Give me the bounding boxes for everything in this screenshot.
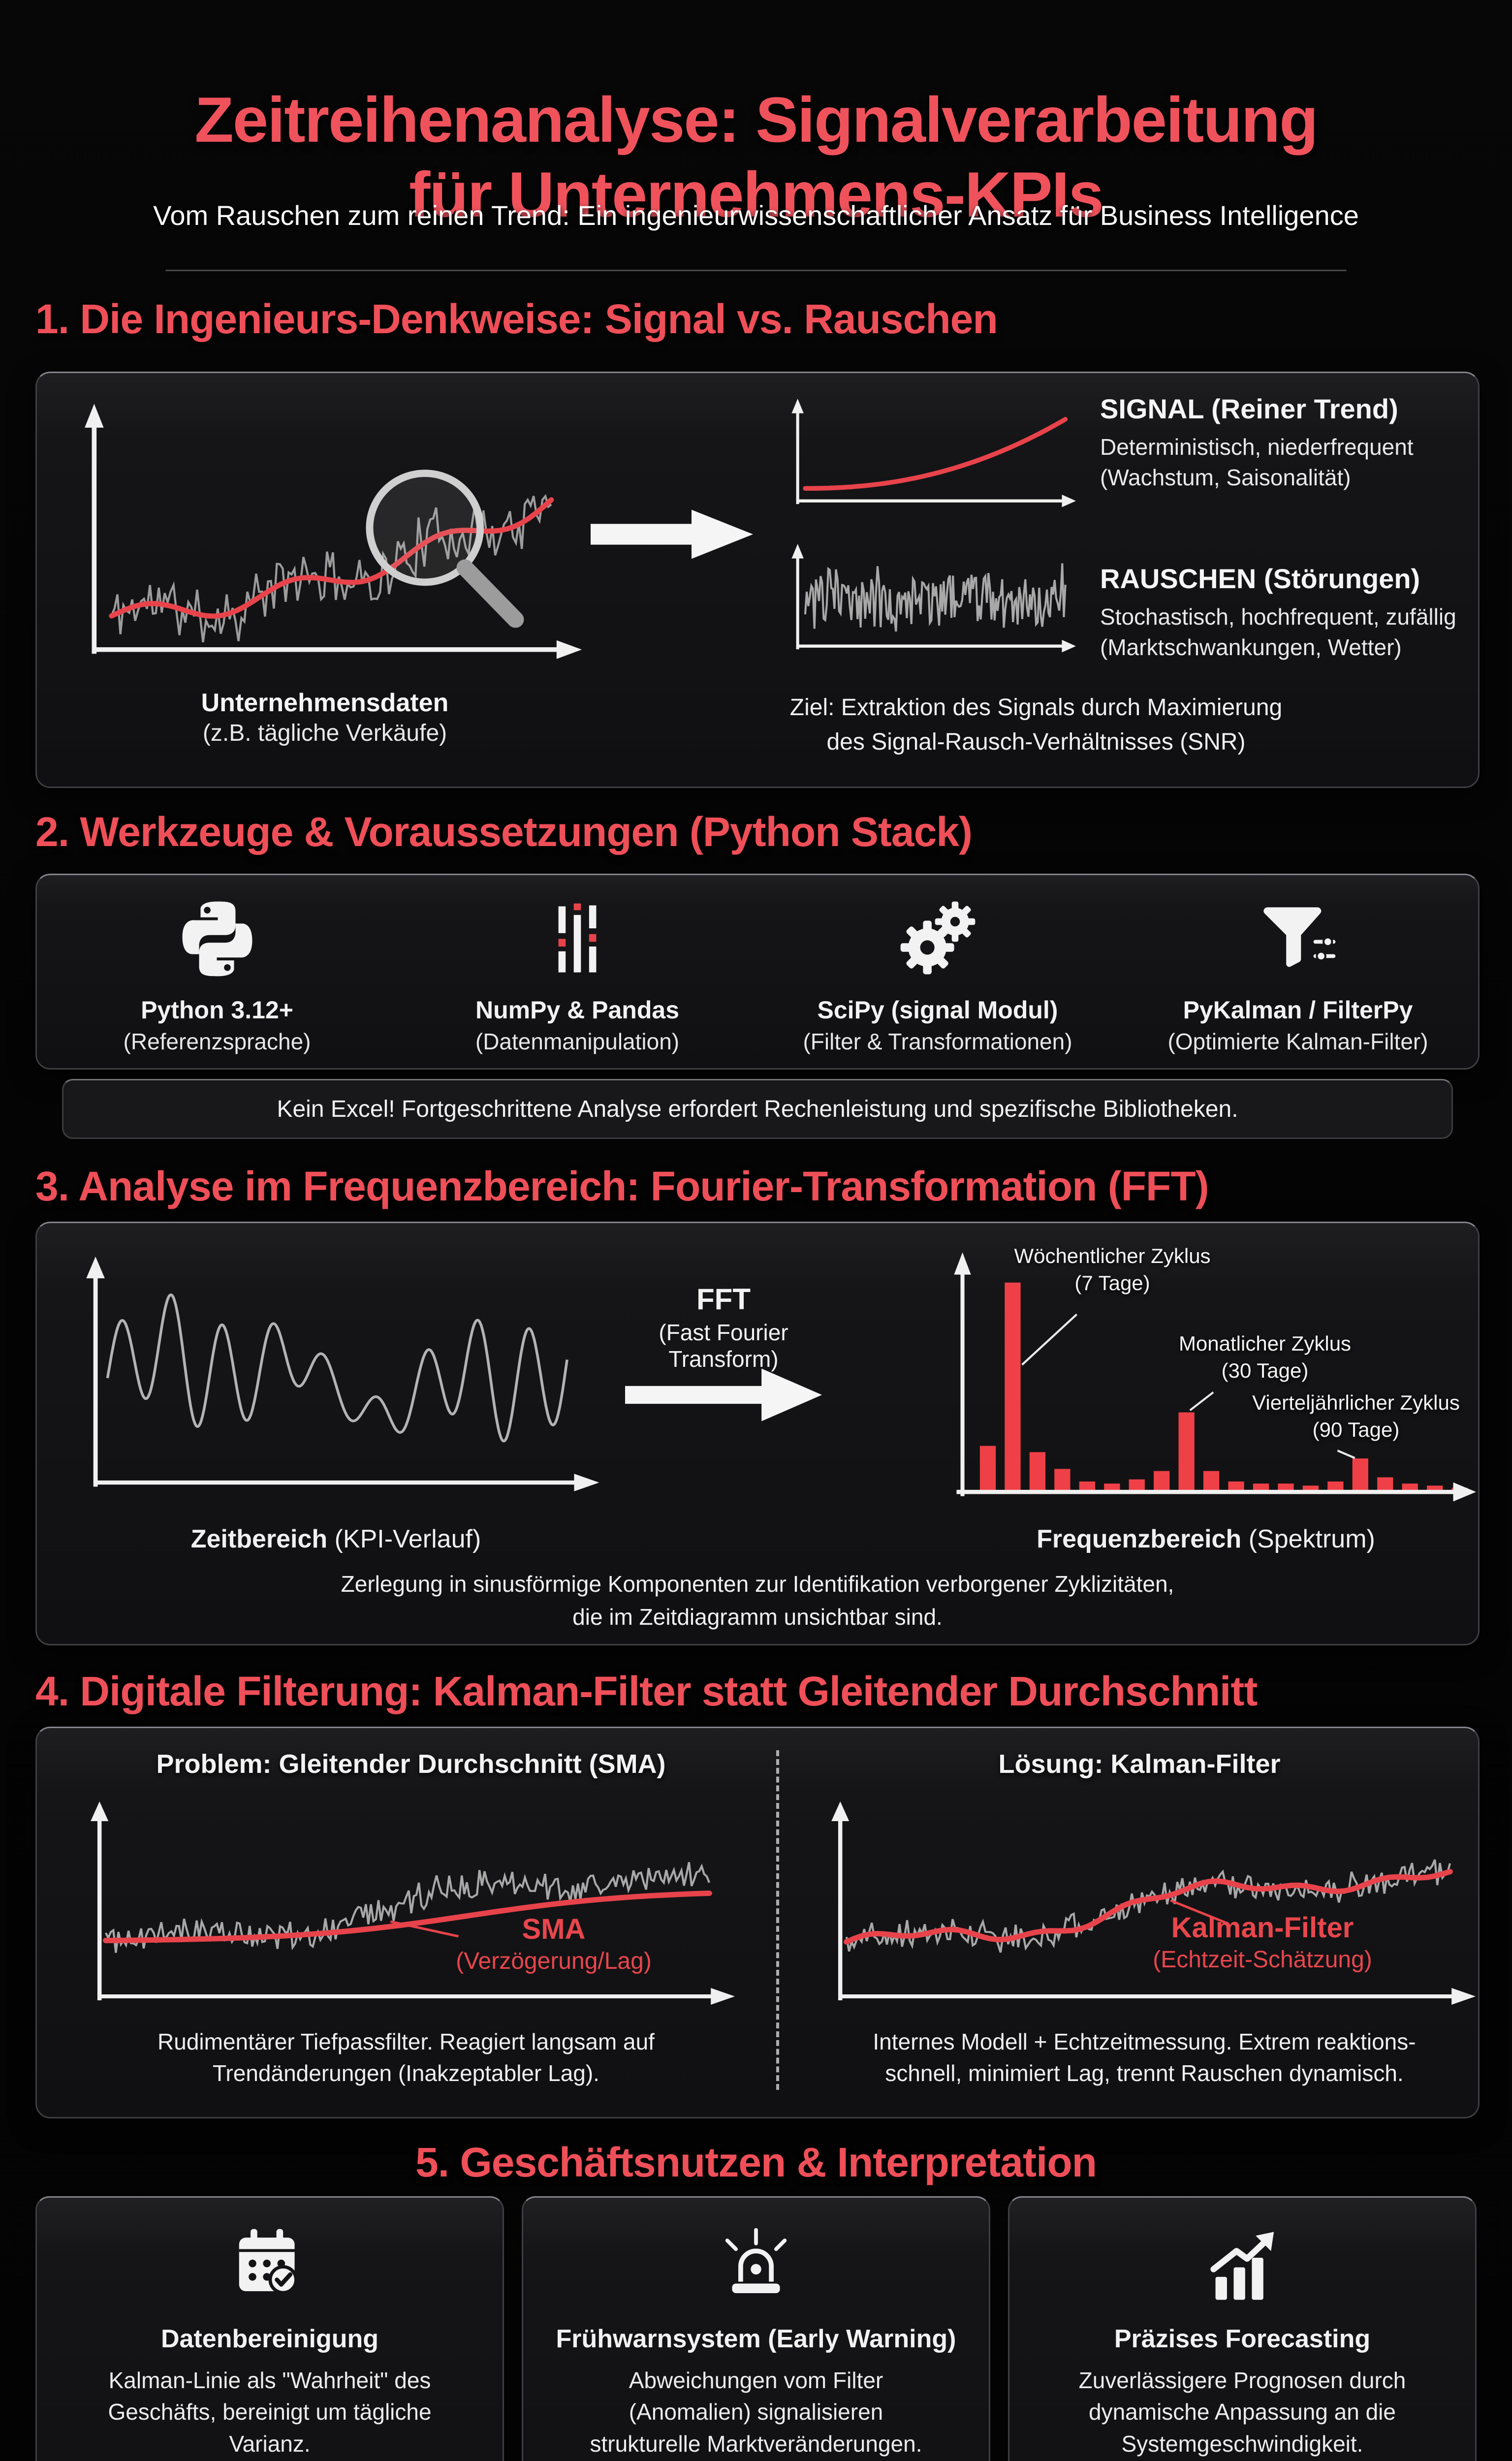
pandas-icon: [535, 896, 621, 982]
fft-description: Zerlegung in sinusförmige Komponenten zu…: [341, 1571, 1174, 1630]
card-fruehwarnsystem: Frühwarnsystem (Early Warning) Abweichun…: [522, 2196, 990, 2461]
fft-arrow-icon: [625, 1366, 822, 1424]
signal-label-block: SIGNAL (Reiner Trend) Deterministisch, n…: [1100, 393, 1474, 493]
quarterly-cycle-annotation: Vierteljährlicher Zyklus (90 Tage): [1252, 1391, 1460, 1441]
fft-label-block: FFT (Fast Fourier Transform): [659, 1283, 788, 1372]
sma-label: SMA (Verzögerung/Lag): [456, 1913, 652, 1974]
monthly-cycle-annotation: Monatlicher Zyklus (30 Tage): [1178, 1332, 1352, 1382]
section1-panel: Unternehmensdaten (z.B. tägliche Verkäuf…: [35, 372, 1480, 788]
right-arrow-icon: [591, 506, 753, 563]
panel-divider: [776, 1750, 779, 2090]
raw-chart-caption: Unternehmensdaten (z.B. tägliche Verkäuf…: [62, 688, 588, 750]
section2-panel: Python 3.12+ (Referenzsprache): [35, 874, 1480, 1070]
header-divider: [165, 270, 1347, 271]
no-excel-note: Kein Excel! Fortgeschrittene Analyse erf…: [62, 1079, 1453, 1139]
raw-chart-caption-bold: Unternehmensdaten: [201, 689, 449, 717]
signal-title: SIGNAL (Reiner Trend): [1100, 393, 1398, 424]
chart-up-icon: [1198, 2223, 1287, 2309]
sma-caption: Rudimentärer Tiefpassfilter. Reagiert la…: [158, 2029, 655, 2086]
noise-title: RAUSCHEN (Störungen): [1100, 563, 1420, 594]
time-axis-caption: Zeitbereich (KPI-Verlauf): [190, 1525, 481, 1553]
calendar-check-icon: [225, 2223, 314, 2309]
kalman-panel-title: Lösung: Kalman-Filter: [998, 1749, 1281, 1779]
kalman-caption: Internes Modell + Echtzeitmessung. Extre…: [873, 2029, 1416, 2086]
kalman-label: Kalman-Filter (Echtzeit-Schätzung): [1153, 1912, 1372, 1973]
kalman-chart: [805, 1790, 1484, 2021]
noise-label-block: RAUSCHEN (Störungen) Stochastisch, hochf…: [1100, 563, 1474, 663]
goal-text: Ziel: Extraktion des Signals durch Maxim…: [789, 694, 1283, 755]
siren-icon: [712, 2223, 800, 2309]
section4-panel: Problem: Gleitender Durchschnitt (SMA) L…: [35, 1727, 1480, 2118]
benefit-cards: Datenbereinigung Kalman-Linie als "Wahrh…: [35, 2196, 1477, 2461]
tool-scipy: SciPy (signal Modul) (Filter & Transform…: [757, 875, 1118, 1068]
spectrum-chart: Wöchentlicher Zyklus (7 Tage) Monatliche…: [933, 1243, 1479, 1518]
card-forecasting: Präzises Forecasting Zuverlässigere Prog…: [1008, 2196, 1477, 2461]
weekly-cycle-annotation: Wöchentlicher Zyklus (7 Tage): [1014, 1244, 1211, 1294]
section1-heading: 1. Die Ingenieurs-Denkweise: Signal vs. …: [35, 296, 998, 342]
freq-axis-caption: Frequenzbereich (Spektrum): [1037, 1525, 1375, 1553]
tool-python: Python 3.12+ (Referenzsprache): [37, 875, 397, 1068]
signal-desc: Deterministisch, niederfrequent (Wachstu…: [1100, 434, 1414, 491]
time-domain-chart: [64, 1245, 608, 1514]
section5-heading: 5. Geschäftsnutzen & Interpretation: [415, 2139, 1097, 2185]
sma-panel-title: Problem: Gleitender Durchschnitt (SMA): [156, 1749, 666, 1779]
noise-mini-chart: [778, 536, 1078, 666]
sma-chart: [64, 1790, 743, 2021]
raw-data-chart: [62, 390, 588, 681]
title-line-1: Zeitreihenanalyse: Signalverarbeitung: [194, 84, 1318, 156]
python-icon: [174, 896, 260, 982]
card-datenbereinigung: Datenbereinigung Kalman-Linie als "Wahrh…: [35, 2196, 504, 2461]
raw-chart-caption-sub: (z.B. tägliche Verkäufe): [202, 720, 447, 746]
page-title: Zeitreihenanalyse: Signalverarbeitung fü…: [0, 82, 1512, 232]
tool-pykalman: PyKalman / FilterPy (Optimierte Kalman-F…: [1118, 875, 1478, 1068]
funnel-icon: [1255, 896, 1341, 982]
section4-heading: 4. Digitale Filterung: Kalman-Filter sta…: [35, 1668, 1258, 1714]
title-line-2: für Unternehmens-KPIs: [409, 158, 1104, 231]
signal-mini-chart: [778, 390, 1078, 521]
section3-panel: Zeitbereich (KPI-Verlauf) FFT (Fast Four…: [35, 1222, 1480, 1645]
noise-desc: Stochastisch, hochfrequent, zufällig (Ma…: [1100, 604, 1456, 661]
gears-icon: [895, 896, 981, 982]
page-subtitle: Vom Rauschen zum reinen Trend: Ein ingen…: [153, 200, 1359, 231]
magnifier-icon: [366, 470, 524, 628]
section3-heading: 3. Analyse im Frequenzbereich: Fourier-T…: [35, 1163, 1209, 1209]
tool-numpy-pandas: NumPy & Pandas (Datenmanipulation): [397, 875, 757, 1068]
section2-heading: 2. Werkzeuge & Voraussetzungen (Python S…: [35, 809, 973, 855]
